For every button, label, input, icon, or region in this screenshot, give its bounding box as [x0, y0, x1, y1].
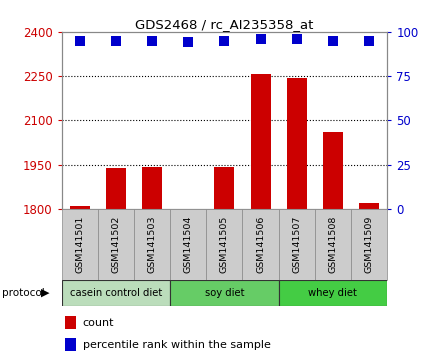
- Bar: [142, 167, 162, 209]
- Text: GSM141507: GSM141507: [292, 216, 301, 273]
- Bar: [62, 280, 170, 306]
- Bar: [359, 203, 379, 209]
- Text: GSM141502: GSM141502: [111, 216, 121, 273]
- Bar: [323, 132, 343, 209]
- Title: GDS2468 / rc_AI235358_at: GDS2468 / rc_AI235358_at: [135, 18, 314, 31]
- Point: [185, 40, 192, 45]
- Bar: [214, 167, 235, 209]
- Text: ▶: ▶: [41, 288, 49, 298]
- Text: count: count: [83, 318, 114, 328]
- Text: GSM141501: GSM141501: [75, 216, 84, 273]
- Bar: [206, 209, 242, 280]
- Bar: [106, 167, 126, 209]
- Text: GSM141509: GSM141509: [365, 216, 374, 273]
- Bar: [65, 316, 76, 329]
- Text: GSM141504: GSM141504: [184, 216, 193, 273]
- Bar: [242, 209, 279, 280]
- Point: [76, 38, 83, 44]
- Bar: [251, 74, 271, 209]
- Point: [149, 38, 156, 44]
- Bar: [170, 280, 279, 306]
- Point: [330, 38, 337, 44]
- Point: [257, 36, 264, 42]
- Bar: [65, 338, 76, 351]
- Text: GSM141506: GSM141506: [256, 216, 265, 273]
- Text: soy diet: soy diet: [205, 288, 244, 298]
- Bar: [170, 209, 206, 280]
- Text: GSM141503: GSM141503: [147, 216, 157, 273]
- Point: [221, 38, 228, 44]
- Bar: [351, 209, 387, 280]
- Text: GSM141508: GSM141508: [328, 216, 337, 273]
- Bar: [98, 209, 134, 280]
- Text: whey diet: whey diet: [308, 288, 357, 298]
- Bar: [70, 206, 90, 209]
- Text: casein control diet: casein control diet: [70, 288, 162, 298]
- Bar: [287, 78, 307, 209]
- Text: protocol: protocol: [2, 288, 45, 298]
- Point: [293, 36, 300, 42]
- Bar: [279, 209, 315, 280]
- Bar: [134, 209, 170, 280]
- Text: GSM141505: GSM141505: [220, 216, 229, 273]
- Point: [112, 38, 119, 44]
- Text: percentile rank within the sample: percentile rank within the sample: [83, 340, 271, 350]
- Bar: [62, 209, 98, 280]
- Bar: [315, 209, 351, 280]
- Bar: [279, 280, 387, 306]
- Point: [366, 38, 373, 44]
